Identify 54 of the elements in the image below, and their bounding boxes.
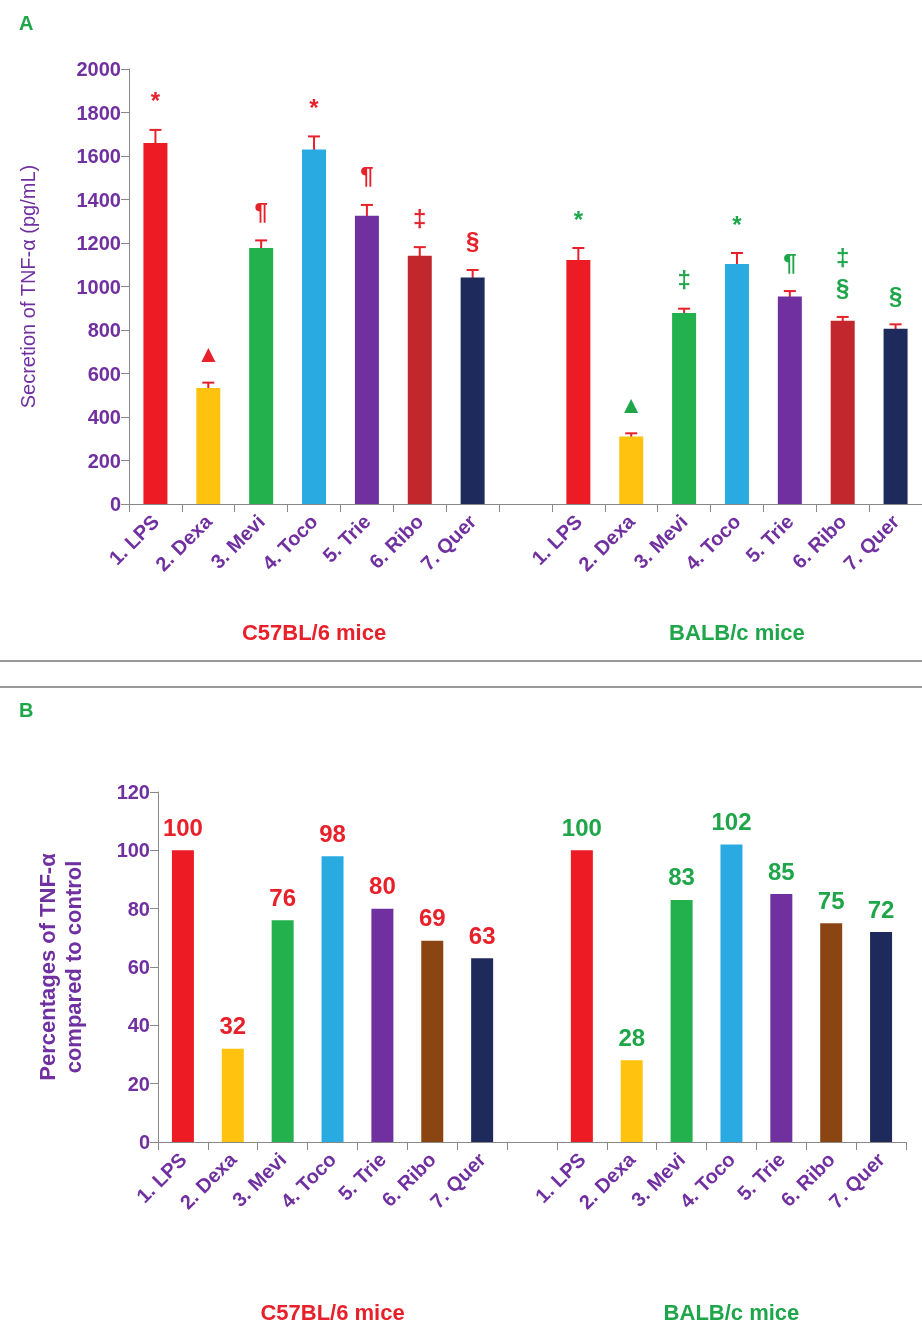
- y-tick-label: 1200: [76, 232, 121, 254]
- data-label: 75: [817, 886, 845, 914]
- y-tick-label: 2000: [76, 58, 121, 80]
- data-label: 100: [561, 813, 602, 841]
- y-tick-label: 200: [87, 449, 121, 472]
- chart-title: B: [19, 699, 34, 721]
- data-label: §: [465, 227, 480, 255]
- data-label: 72: [867, 895, 895, 923]
- data-label: ‡ §: [836, 244, 850, 302]
- y-tick-label: 60: [127, 956, 150, 978]
- data-label: 100: [162, 813, 203, 841]
- y-tick-label: 400: [87, 406, 121, 428]
- text: BALB/c mice: [663, 1299, 800, 1325]
- data-label: ‡: [413, 204, 427, 232]
- data-label: *: [150, 87, 161, 115]
- y-tick-label: 100: [116, 839, 150, 862]
- y-tick-label: 120: [116, 781, 150, 803]
- y-tick-label: 80: [127, 897, 150, 920]
- data-label: ‡: [677, 266, 691, 294]
- y-axis-title: Percentages of TNF-α compared to control: [34, 852, 86, 1081]
- data-label: 98: [319, 819, 346, 847]
- data-label: ▲: [619, 390, 644, 418]
- data-label: §: [888, 281, 903, 309]
- y-tick-label: 1800: [76, 101, 121, 124]
- y-tick-label: 1000: [76, 275, 121, 298]
- data-label: ¶: [360, 162, 374, 190]
- y-tick-label: 40: [127, 1014, 150, 1037]
- data-label: *: [573, 205, 584, 233]
- data-label: 63: [468, 921, 496, 949]
- data-label: 28: [618, 1023, 646, 1051]
- data-label: *: [309, 93, 320, 121]
- data-label: ¶: [254, 197, 268, 225]
- y-tick-label: 800: [87, 319, 121, 341]
- data-label: 32: [219, 1012, 247, 1040]
- data-label: 102: [711, 808, 752, 835]
- data-label: 80: [369, 872, 396, 900]
- y-tick-label: 0: [109, 493, 121, 515]
- y-tick-label: 0: [138, 1131, 150, 1153]
- data-label: ▲: [196, 340, 221, 368]
- data-label: *: [732, 210, 743, 238]
- text: BALB/c mice: [669, 619, 805, 645]
- data-label: 85: [767, 857, 795, 885]
- text: C57BL/6 mice: [260, 1299, 405, 1325]
- y-axis-title: Secretion of TNF-α (pg/mL): [17, 164, 39, 409]
- text: C57BL/6 mice: [241, 619, 387, 645]
- y-tick-label: 20: [127, 1072, 150, 1095]
- y-tick-label: 1600: [76, 145, 121, 167]
- data-label: ¶: [783, 248, 797, 276]
- y-tick-label: 1400: [76, 188, 121, 211]
- chart-title: A: [19, 12, 34, 34]
- data-label: 83: [668, 863, 695, 891]
- data-label: 76: [269, 883, 297, 911]
- data-label: 69: [418, 904, 446, 932]
- y-tick-label: 600: [87, 362, 121, 385]
